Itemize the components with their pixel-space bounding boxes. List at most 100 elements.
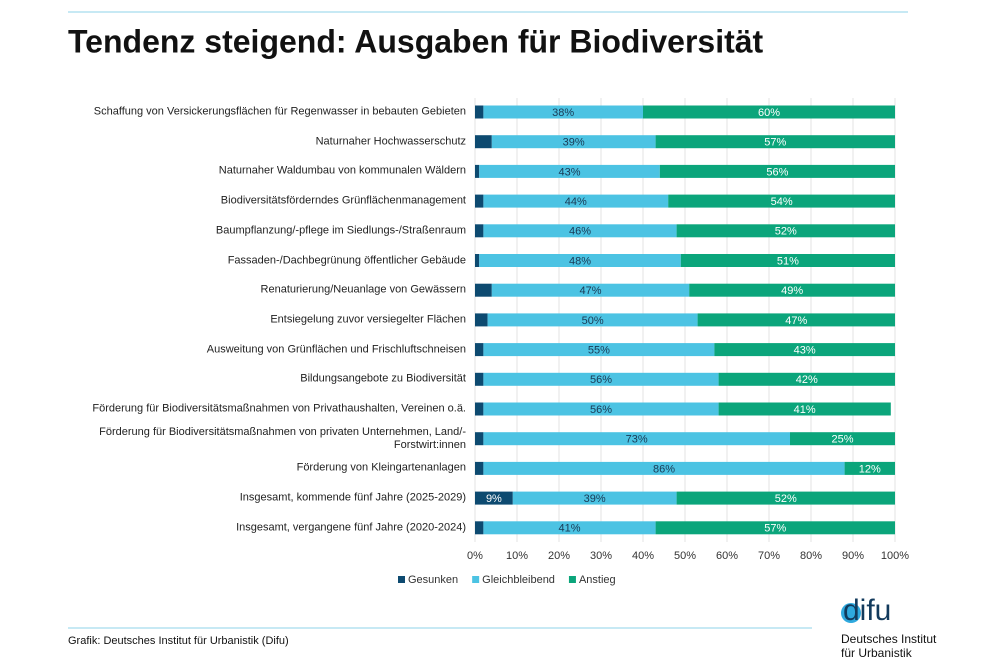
data-label: 38% (552, 107, 574, 119)
bar-segment (668, 194, 895, 208)
category-label: Bildungsangebote zu Biodiversität (300, 372, 466, 385)
category-label: Insgesamt, vergangene fünf Jahre (2020-2… (236, 521, 466, 534)
category-label: Förderung von Kleingartenanlagen (296, 461, 466, 474)
bar-segment (659, 164, 895, 178)
data-label: 54% (771, 196, 793, 208)
logo-dot (841, 603, 861, 623)
category-label: Entsiegelung zuvor versiegelter Flächen (270, 313, 466, 326)
bar-segment (844, 461, 895, 475)
data-label: 49% (781, 285, 803, 297)
legend-swatch (398, 576, 405, 583)
bar-segment (479, 164, 660, 178)
logo-line: für Urbanistik (841, 646, 913, 660)
x-tick-label: 40% (632, 550, 654, 562)
bar-segment (491, 135, 656, 149)
x-tick-label: 10% (506, 550, 528, 562)
data-label: 39% (563, 137, 585, 149)
bar-segment (483, 194, 669, 208)
data-label: 86% (653, 463, 675, 475)
data-label: 55% (588, 345, 610, 357)
bar-segment (714, 343, 895, 357)
chart-title: Tendenz steigend: Ausgaben für Biodivers… (68, 23, 764, 59)
bar-segment (718, 372, 895, 386)
data-label: 25% (831, 434, 853, 446)
data-label: 43% (558, 166, 580, 178)
bar-segment (483, 224, 677, 238)
data-label: 57% (764, 523, 786, 535)
data-label: 46% (569, 226, 591, 238)
bar-segment (676, 224, 895, 238)
data-label: 50% (582, 315, 604, 327)
bar-segment (655, 521, 895, 535)
data-label: 73% (626, 434, 648, 446)
category-label: Förderung für Biodiversitätsmaßnahmen vo… (99, 425, 466, 451)
logo: difu (843, 594, 891, 627)
bar-segment (475, 313, 488, 327)
bars (475, 105, 895, 535)
data-label: 41% (794, 404, 816, 416)
data-label: 12% (859, 463, 881, 475)
data-label: 56% (766, 166, 788, 178)
bar-segment (475, 461, 484, 475)
data-label: 47% (785, 315, 807, 327)
bar-segment (475, 135, 492, 149)
data-label: 42% (796, 374, 818, 386)
legend-label: Gesunken (408, 574, 458, 586)
bar-segment (475, 283, 492, 297)
category-label: Ausweitung von Grünflächen und Frischluf… (206, 343, 466, 356)
data-label: 60% (758, 107, 780, 119)
x-tick-label: 0% (467, 550, 483, 562)
data-label: 48% (569, 255, 591, 267)
data-label: 43% (794, 345, 816, 357)
legend-label: Anstieg (579, 574, 616, 586)
bar-segment (475, 491, 513, 505)
bar-segment (689, 283, 895, 297)
bar-segment (483, 343, 715, 357)
bar-segment (475, 194, 484, 208)
bar-segment (676, 491, 895, 505)
x-tick-label: 80% (800, 550, 822, 562)
source: Grafik: Deutsches Institut für Urbanisti… (68, 635, 289, 647)
data-label: 52% (775, 493, 797, 505)
data-label: 39% (584, 493, 606, 505)
data-label: 47% (579, 285, 601, 297)
legend-label: Gleichbleibend (482, 574, 555, 586)
bar-segment (475, 343, 484, 357)
bar-segment (487, 313, 698, 327)
bar-segment (483, 105, 643, 119)
legend-swatch (568, 576, 576, 583)
logo-line: Deutsches Institut (841, 632, 937, 646)
data-label: 9% (486, 493, 502, 505)
data-label: 41% (558, 523, 580, 535)
category-label: Renaturierung/Neuanlage von Gewässern (260, 283, 466, 296)
x-tick-label: 70% (758, 550, 780, 562)
bar-segment (790, 432, 895, 446)
category-label: Förderung für Biodiversitätsmaßnahmen vo… (92, 402, 466, 415)
bar-segment (475, 254, 480, 267)
data-label: 52% (775, 226, 797, 238)
category-label: Naturnaher Hochwasserschutz (315, 135, 466, 148)
bar-segment (475, 432, 484, 446)
category-label: Insgesamt, kommende fünf Jahre (2025-202… (239, 491, 466, 504)
bar-segment (475, 372, 484, 386)
x-tick-label: 20% (548, 550, 570, 562)
bar-segment (483, 372, 719, 386)
bar-segment (680, 254, 895, 267)
bar-segment (483, 432, 790, 446)
x-tick-label: 90% (842, 550, 864, 562)
bar-segment (475, 521, 484, 535)
bar-segment (483, 521, 656, 535)
data-label: 56% (590, 374, 612, 386)
data-label: 44% (565, 196, 587, 208)
bar-segment (475, 402, 484, 416)
bar-segment (475, 105, 484, 119)
data-label: 57% (764, 137, 786, 149)
bar-segment (697, 313, 895, 327)
category-label: Baumpflanzung/-pflege im Siedlungs-/Stra… (215, 224, 466, 237)
category-label: Fassaden-/Dachbegrünung öffentlicher Geb… (227, 254, 466, 266)
x-tick-label: 50% (674, 550, 696, 562)
bar-segment (512, 491, 677, 505)
bar-segment (718, 402, 891, 416)
